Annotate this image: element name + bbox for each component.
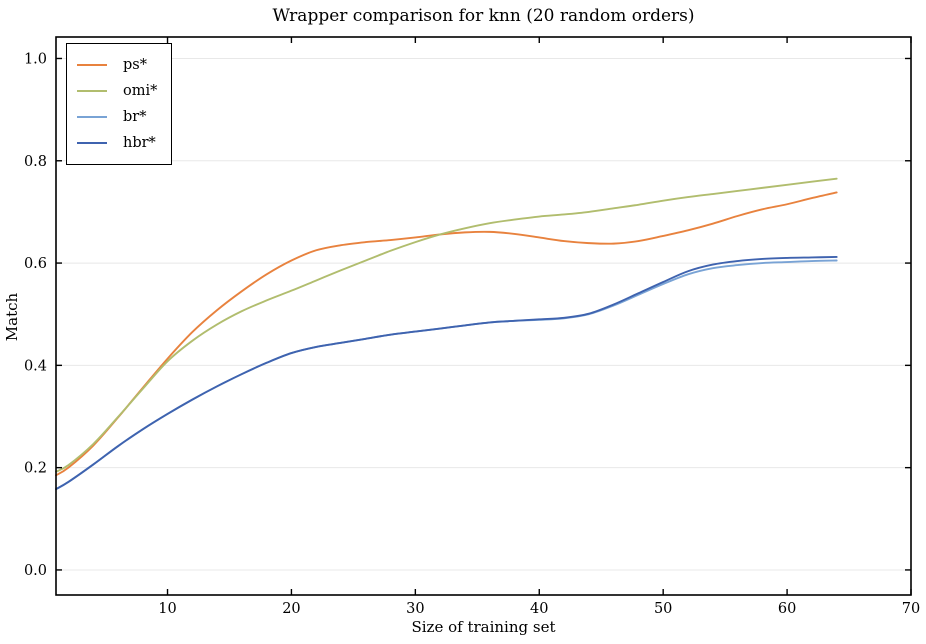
x-tick-label: 50 (654, 601, 672, 617)
x-tick-label: 20 (282, 601, 300, 617)
series-line-br (55, 259, 838, 491)
series-line-ps (55, 191, 838, 477)
y-tick-label: 0.4 (24, 358, 47, 374)
y-tick-label: 0.2 (24, 461, 47, 477)
series-line-hbr (55, 255, 838, 491)
y-tick-label: 0.0 (24, 563, 47, 579)
legend-label: ps* (123, 57, 147, 73)
legend-line-swatch (77, 64, 107, 66)
y-axis-label: Match (3, 292, 21, 342)
x-tick-label: 70 (902, 601, 920, 617)
x-tick-label: 10 (158, 601, 176, 617)
legend-line-swatch (77, 90, 107, 92)
x-axis-label: Size of training set (411, 618, 556, 636)
series-line-omi (55, 177, 838, 473)
legend-item-br: br* (77, 104, 157, 130)
legend-item-hbr: hbr* (77, 130, 157, 156)
legend-label: hbr* (123, 135, 156, 151)
legend-item-ps: ps* (77, 52, 157, 78)
y-tick-label: 0.6 (24, 256, 47, 272)
legend-item-omi: omi* (77, 78, 157, 104)
legend-line-swatch (77, 116, 107, 118)
chart-title: Wrapper comparison for knn (20 random or… (272, 6, 695, 26)
legend-label: br* (123, 109, 147, 125)
x-tick-label: 60 (778, 601, 796, 617)
y-tick-label: 1.0 (24, 51, 47, 67)
y-tick-label: 0.8 (24, 154, 47, 170)
x-tick-label: 40 (530, 601, 548, 617)
legend-label: omi* (123, 83, 158, 99)
axes-frame (55, 36, 912, 596)
legend: ps* omi* br* hbr* (66, 43, 173, 165)
legend-line-swatch (77, 142, 107, 144)
x-tick-label: 30 (406, 601, 424, 617)
